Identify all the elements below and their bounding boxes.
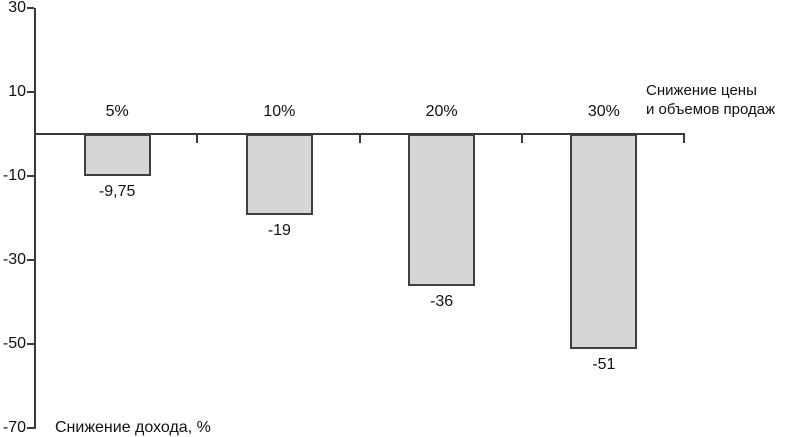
y-axis-tick-label: -50: [2, 335, 26, 352]
y-axis-tick: [27, 175, 34, 177]
y-axis-tick-label: 30: [8, 0, 26, 16]
value-label: -51: [592, 356, 616, 374]
annotation-price-volume-decrease: Снижение цены и объемов продаж: [646, 81, 775, 119]
bar: [83, 134, 151, 176]
category-label: 20%: [425, 103, 458, 120]
annotation-line-2: и объемов продаж: [646, 101, 776, 118]
y-axis-tick: [27, 259, 34, 261]
y-axis-tick: [27, 343, 34, 345]
category-label: 5%: [105, 103, 129, 120]
x-axis-tick: [196, 134, 199, 143]
y-axis-tick-label: -10: [2, 167, 26, 184]
x-axis-tick: [683, 134, 685, 143]
category-label: 10%: [263, 103, 296, 120]
y-axis-tick-label: 10: [8, 83, 26, 100]
annotation-line-1: Снижение цены: [646, 82, 757, 99]
y-axis-line: [34, 8, 36, 429]
y-axis-tick: [27, 427, 34, 429]
x-axis-tick: [520, 134, 523, 143]
y-axis-tick-label: -70: [2, 419, 26, 436]
y-axis-tick: [27, 7, 34, 9]
y-axis-tick: [27, 91, 34, 93]
y-axis-title: Снижение дохода, %: [55, 419, 211, 436]
value-label: -36: [430, 293, 454, 311]
bar: [245, 134, 313, 215]
value-label: -9,75: [98, 182, 136, 200]
value-label: -19: [267, 221, 291, 239]
category-label: 30%: [587, 103, 620, 120]
bar: [408, 134, 476, 287]
bar: [570, 134, 638, 350]
x-axis-tick: [358, 134, 361, 143]
y-axis-tick-label: -30: [2, 251, 26, 268]
